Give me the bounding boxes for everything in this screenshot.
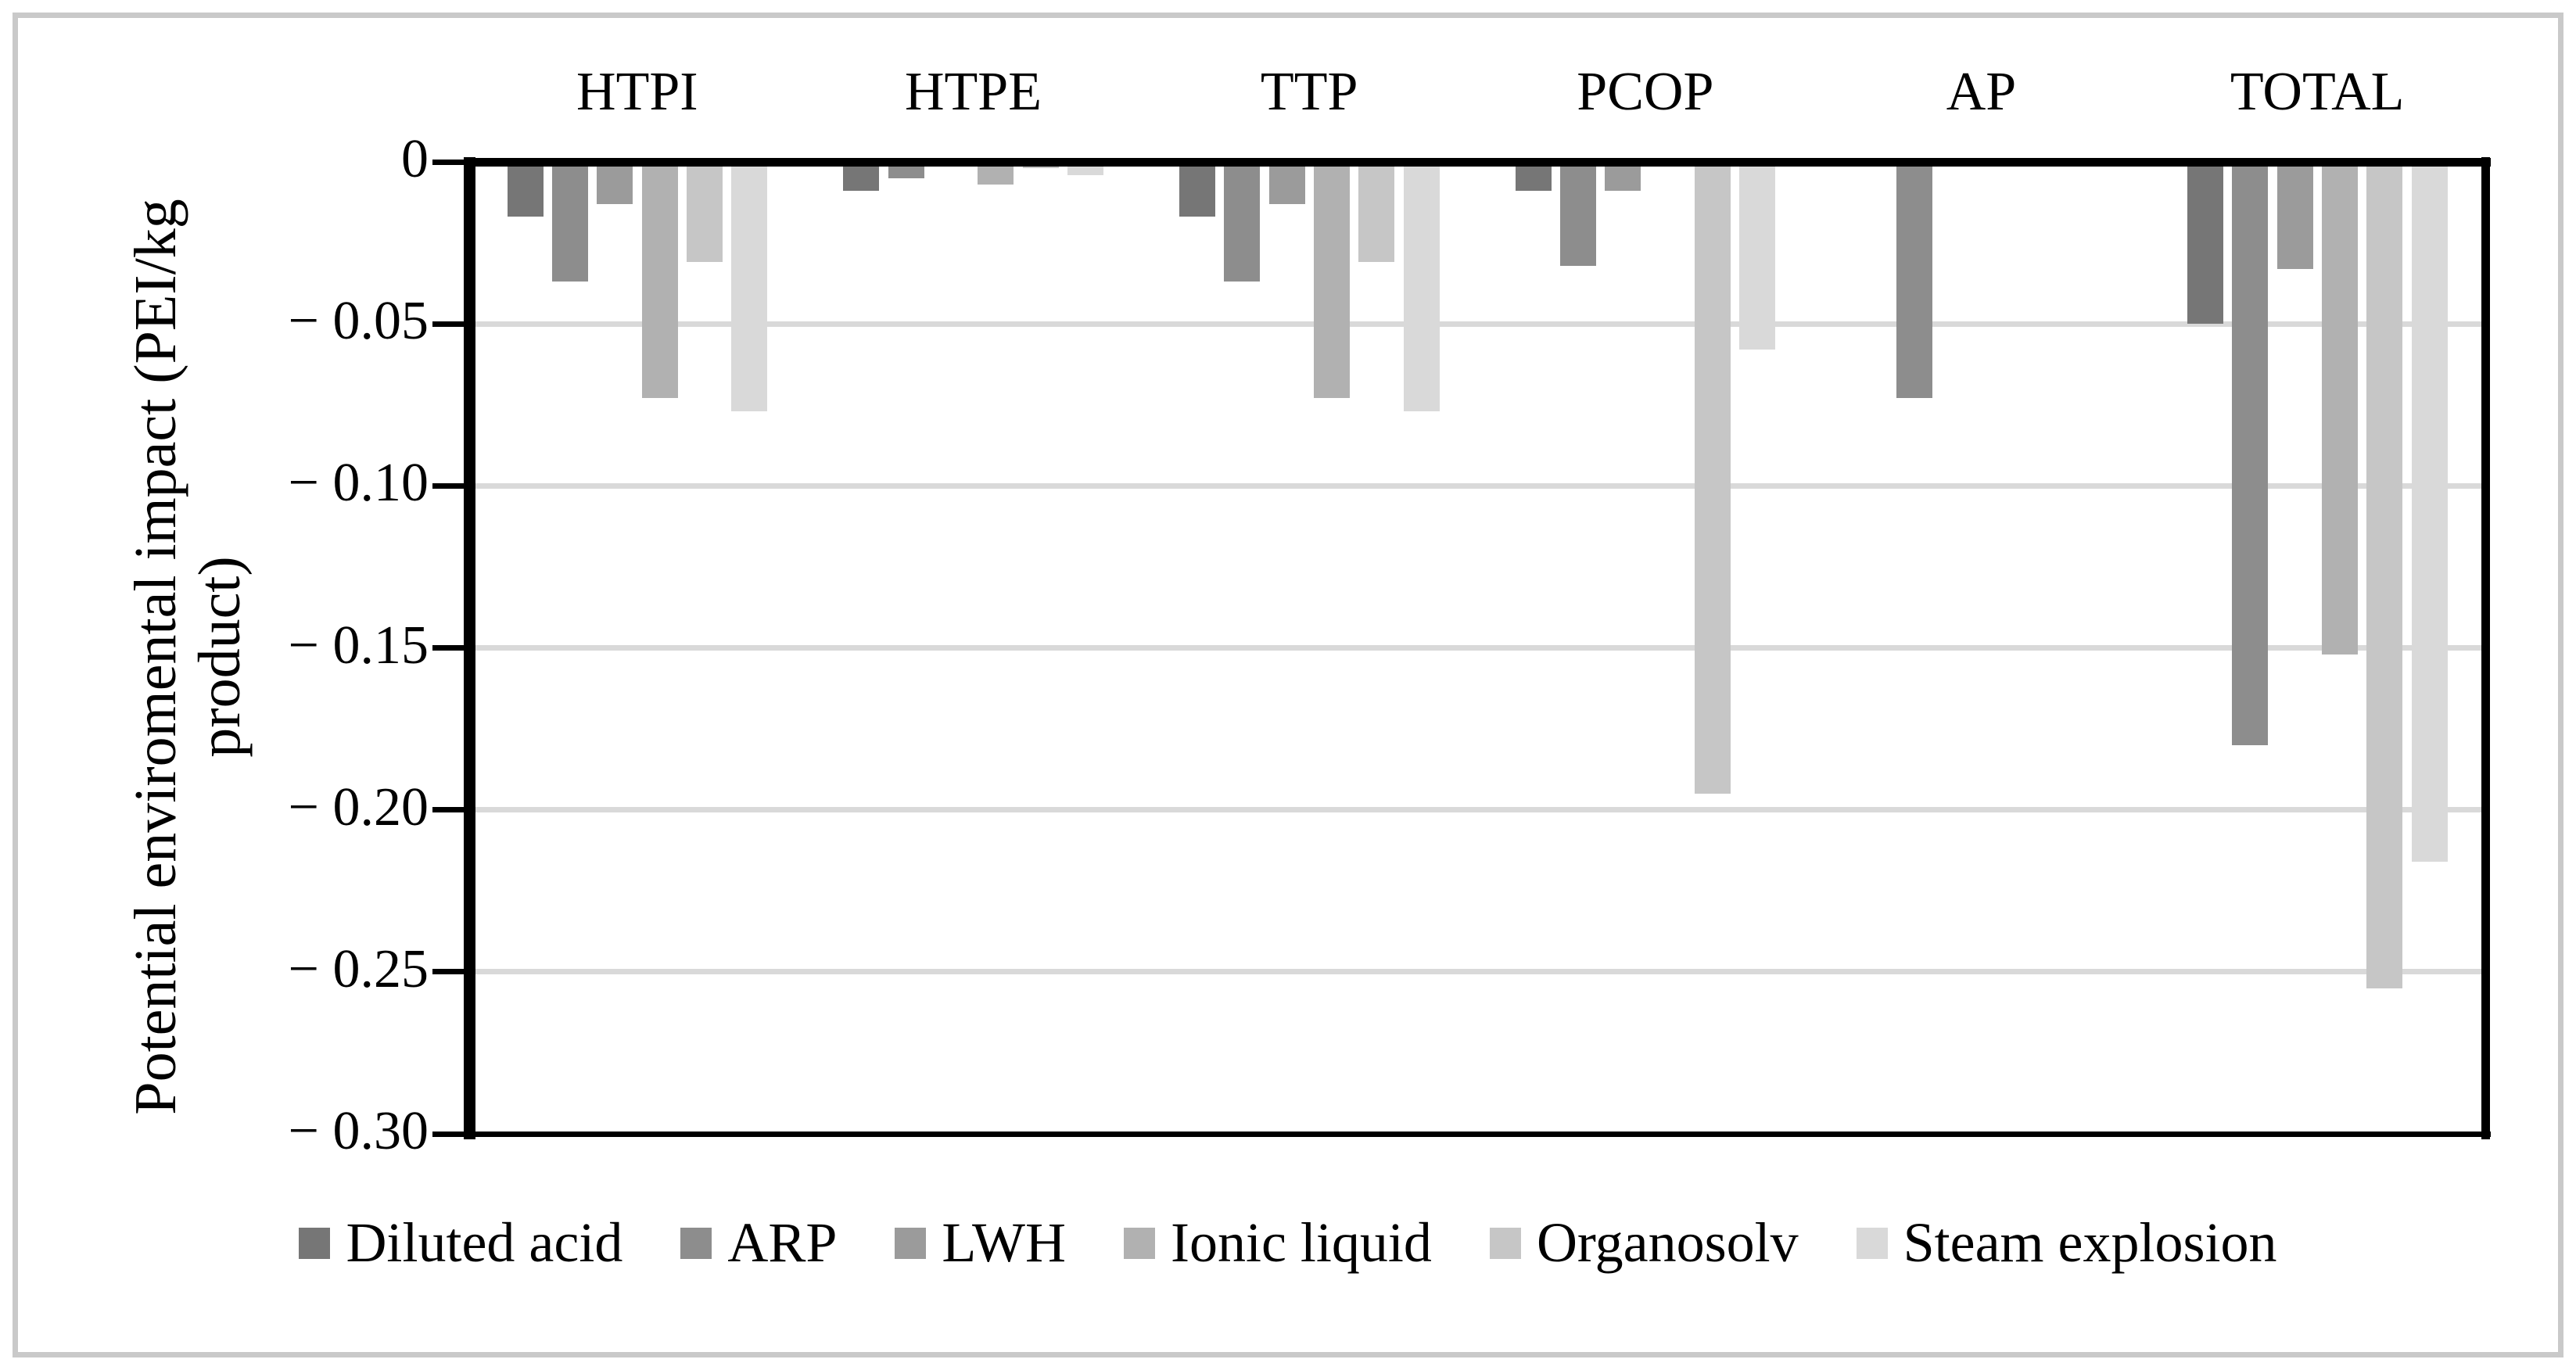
y-tick-label--0.05: − 0.05	[288, 290, 429, 351]
legend-label: Diluted acid	[346, 1211, 623, 1274]
y-tick-label--0.15: − 0.15	[288, 615, 429, 676]
category-label-ttp: TTP	[1260, 62, 1358, 122]
y-tick-label--0.2: − 0.20	[288, 776, 429, 837]
y-axis-tick--0.15	[432, 645, 464, 651]
legend-label: Ionic liquid	[1170, 1211, 1432, 1274]
y-axis-tick--0.3	[432, 1131, 464, 1137]
plot-area	[432, 157, 2491, 1139]
bar-total-organosolv	[2366, 162, 2403, 988]
bar-ap-arp	[1896, 162, 1932, 399]
legend-swatch-icon	[1856, 1227, 1888, 1259]
y-axis-title-line-1: Potential enviromental impact (PEI/kg	[122, 199, 188, 1115]
category-label-htpe: HTPE	[905, 62, 1042, 122]
bar-ttp-lwh	[1268, 162, 1305, 204]
legend-label: LWH	[942, 1211, 1066, 1274]
gridline--0.05	[469, 321, 2485, 327]
y-axis-title: Potential enviromental impact (PEI/kg pr…	[122, 109, 253, 1204]
category-label-ap: AP	[1946, 62, 2017, 122]
y-axis-tick--0.1	[432, 482, 464, 489]
bar-ttp-diluted-acid	[1179, 162, 1215, 217]
category-label-total: TOTAL	[2230, 62, 2405, 122]
y-axis-line	[464, 157, 475, 1139]
category-label-pcop: PCOP	[1577, 62, 1714, 122]
x-axis-line	[464, 157, 2491, 167]
bar-total-arp	[2232, 162, 2269, 745]
legend-label: Steam explosion	[1903, 1211, 2277, 1274]
y-axis-title-line-2: product)	[187, 556, 253, 758]
gridline--0.25	[469, 969, 2485, 975]
bar-total-steam-explosion	[2411, 162, 2448, 862]
legend-item-lwh: LWH	[895, 1210, 1066, 1275]
bar-htpi-organosolv	[686, 162, 723, 263]
y-axis-tick-0	[432, 159, 464, 165]
y-axis-tick--0.05	[432, 321, 464, 327]
y-tick-label--0.25: − 0.25	[288, 938, 429, 999]
legend-swatch-icon	[299, 1227, 331, 1259]
bar-pcop-diluted-acid	[1515, 162, 1552, 192]
bar-ttp-organosolv	[1358, 162, 1395, 263]
y-tick-label--0.3: − 0.30	[288, 1100, 429, 1161]
category-label-htpi: HTPI	[576, 62, 698, 122]
bar-pcop-arp	[1559, 162, 1596, 266]
plot-right-border	[2481, 157, 2490, 1139]
legend-item-diluted-acid: Diluted acid	[299, 1210, 622, 1275]
bar-ttp-arp	[1224, 162, 1261, 282]
bar-pcop-organosolv	[1694, 162, 1731, 794]
bar-htpi-ionic-liquid	[641, 162, 678, 399]
bar-total-diluted-acid	[2187, 162, 2223, 325]
bar-total-lwh	[2276, 162, 2313, 269]
gridline--0.2	[469, 807, 2485, 813]
legend-swatch-icon	[1123, 1227, 1155, 1259]
bar-htpi-lwh	[597, 162, 633, 204]
gridline--0.15	[469, 645, 2485, 651]
legend-swatch-icon	[895, 1227, 927, 1259]
bar-ttp-ionic-liquid	[1313, 162, 1350, 399]
legend-label: ARP	[727, 1211, 838, 1274]
legend: Diluted acid ARP LWH Ionic liquid Organosolv…	[47, 1210, 2529, 1275]
legend-item-ionic-liquid: Ionic liquid	[1123, 1210, 1432, 1275]
bar-total-ionic-liquid	[2321, 162, 2358, 655]
plot-bottom-border	[464, 1131, 2491, 1137]
legend-swatch-icon	[1489, 1227, 1521, 1259]
legend-label: Organosolv	[1536, 1211, 1799, 1274]
bar-htpi-arp	[551, 162, 588, 282]
legend-swatch-icon	[680, 1227, 712, 1259]
legend-item-organosolv: Organosolv	[1489, 1210, 1799, 1275]
bar-pcop-lwh	[1605, 162, 1641, 192]
bar-htpi-diluted-acid	[507, 162, 544, 217]
bar-ttp-steam-explosion	[1403, 162, 1440, 412]
legend-item-arp: ARP	[680, 1210, 837, 1275]
bar-pcop-steam-explosion	[1739, 162, 1776, 350]
gridline--0.1	[469, 482, 2485, 489]
y-axis-tick--0.25	[432, 969, 464, 975]
bar-htpi-steam-explosion	[731, 162, 768, 412]
y-axis-tick--0.2	[432, 807, 464, 813]
legend-item-steam-explosion: Steam explosion	[1856, 1210, 2277, 1275]
bar-htpe-diluted-acid	[843, 162, 880, 192]
y-tick-label--0.1: − 0.10	[288, 453, 429, 514]
y-tick-label-0: 0	[401, 128, 429, 189]
